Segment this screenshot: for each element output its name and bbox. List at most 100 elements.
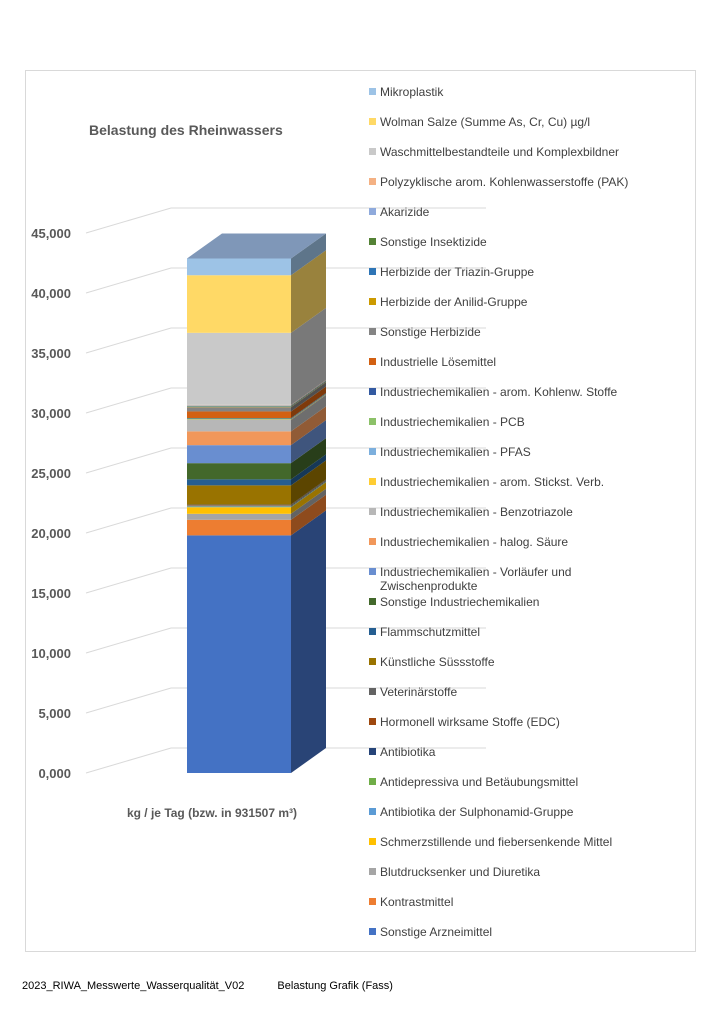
bar-segment-front (187, 507, 291, 514)
legend-label: Industriechemikalien - arom. Stickst. Ve… (380, 475, 604, 489)
legend-item: Antidepressiva und Betäubungsmittel (369, 775, 578, 789)
legend-swatch (369, 568, 376, 575)
legend-swatch (369, 538, 376, 545)
legend-swatch (369, 628, 376, 635)
y-tick-label: 10,000 (31, 646, 71, 661)
y-tick-label: 35,000 (31, 346, 71, 361)
bar-segment-front (187, 431, 291, 446)
legend-label: Industriechemikalien - PCB (380, 415, 525, 429)
page-footer: 2023_RIWA_Messwerte_Wasserqualität_V02 B… (22, 980, 393, 992)
legend-swatch (369, 448, 376, 455)
bar-segment-side (291, 382, 326, 412)
legend: Mikroplastik Wolman Salze (Summe As, Cr, … (369, 85, 628, 939)
legend-label: Antibiotika der Sulphonamid-Gruppe (380, 805, 574, 819)
bar-segment-side (291, 393, 326, 419)
legend-item: Industriechemikalien - Vorläufer und Zwis… (369, 565, 571, 593)
bar-segment-side (291, 494, 326, 536)
legend-swatch (369, 838, 376, 845)
bar-segment (187, 307, 326, 405)
bar-segment-side (291, 482, 326, 514)
legend-label: Herbizide der Triazin-Gruppe (380, 265, 534, 279)
bar-segment (187, 394, 326, 432)
legend-label: Flammschutzmittel (380, 625, 480, 639)
bar-segment (187, 479, 326, 506)
legend-label: Herbizide der Anilid-Gruppe (380, 295, 528, 309)
gridline (85, 627, 486, 654)
legend-swatch (369, 928, 376, 935)
legend-swatch (369, 208, 376, 215)
bar-segment-front (187, 411, 291, 419)
legend-item: Industrielle Lösemittel (369, 355, 496, 369)
bar-segment-side (291, 406, 326, 446)
legend-item: Mikroplastik (369, 85, 444, 99)
legend-swatch (369, 718, 376, 725)
bar-segment-side (291, 233, 326, 276)
bar-segment-front (187, 485, 291, 505)
bar-segment-side (291, 480, 326, 506)
legend-item: Polyzyklische arom. Kohlenwasserstoffe (… (369, 175, 628, 189)
bar-segment (187, 480, 326, 507)
legend-swatch (369, 358, 376, 365)
legend-item: Sonstige Arzneimittel (369, 925, 492, 939)
legend-label: Mikroplastik (380, 85, 444, 99)
y-tick-label: 15,000 (31, 586, 71, 601)
bar-segment (187, 393, 326, 419)
legend-swatch (369, 178, 376, 185)
legend-item: Industriechemikalien - arom. Stickst. Ve… (369, 475, 604, 489)
gridline (85, 447, 486, 474)
y-tick-label: 20,000 (31, 526, 71, 541)
bar-segment (187, 481, 326, 508)
bar-segment (187, 510, 326, 773)
legend-item: Sonstige Herbizide (369, 325, 481, 339)
legend-label: Antibiotika (380, 745, 436, 759)
legend-item: Künstliche Süssstoffe (369, 655, 495, 669)
legend-item: Veterinärstoffe (369, 685, 457, 699)
bar-segment-front (187, 519, 291, 536)
bar-segment-side (291, 479, 326, 506)
y-tick-label: 30,000 (31, 406, 71, 421)
bar-segment-front (187, 332, 291, 405)
legend-label: Sonstige Arzneimittel (380, 925, 492, 939)
legend-label: Sonstige Industriechemikalien (380, 595, 539, 609)
bar-segment-front (187, 535, 291, 773)
bar-segment (187, 386, 326, 419)
legend-label: Schmerzstillende und fiebersenkende Mitt… (380, 835, 612, 849)
legend-item: Kontrastmittel (369, 895, 453, 909)
gridline (85, 687, 486, 714)
bar-segment-front (187, 504, 291, 506)
bar-segment (187, 381, 326, 408)
legend-item: Herbizide der Anilid-Gruppe (369, 295, 528, 309)
legend-label: Veterinärstoffe (380, 685, 457, 699)
bar-segment (187, 381, 326, 407)
legend-swatch (369, 598, 376, 605)
legend-swatch (369, 238, 376, 245)
legend-swatch (369, 328, 376, 335)
legend-swatch (369, 688, 376, 695)
legend-swatch (369, 508, 376, 515)
legend-item: Herbizide der Triazin-Gruppe (369, 265, 534, 279)
bar-segment (187, 379, 326, 406)
bar-segment (187, 380, 326, 406)
footer-file-name: 2023_RIWA_Messwerte_Wasserqualität_V02 (22, 980, 245, 992)
gridlines (85, 207, 486, 774)
bar-segment (187, 406, 326, 446)
legend-label: Sonstige Insektizide (380, 235, 487, 249)
legend-label: Künstliche Süssstoffe (380, 655, 495, 669)
bar-segment (187, 488, 326, 520)
bar-segment (187, 454, 326, 486)
bar-segment-side (291, 381, 326, 407)
legend-swatch (369, 118, 376, 125)
legend-item: Antibiotika der Sulphonamid-Gruppe (369, 805, 574, 819)
legend-item: Antibiotika (369, 745, 436, 759)
bar-segment-side (291, 307, 326, 405)
bar-segment-side (291, 380, 326, 407)
legend-label: Industriechemikalien - arom. Kohlenw. St… (380, 385, 618, 399)
bar-segment-side (291, 380, 326, 406)
bar-segment-front (187, 407, 291, 412)
legend-swatch (369, 388, 376, 395)
bar-segment-side (291, 250, 326, 333)
legend-label: Industriechemikalien - PFAS (380, 445, 531, 459)
gridline (85, 567, 486, 594)
y-axis-ticks: 0,000 5,000 10,000 15,000 20,000 25,000 30,000… (31, 226, 71, 781)
legend-item: Industriechemikalien - halog. Säure (369, 535, 568, 549)
